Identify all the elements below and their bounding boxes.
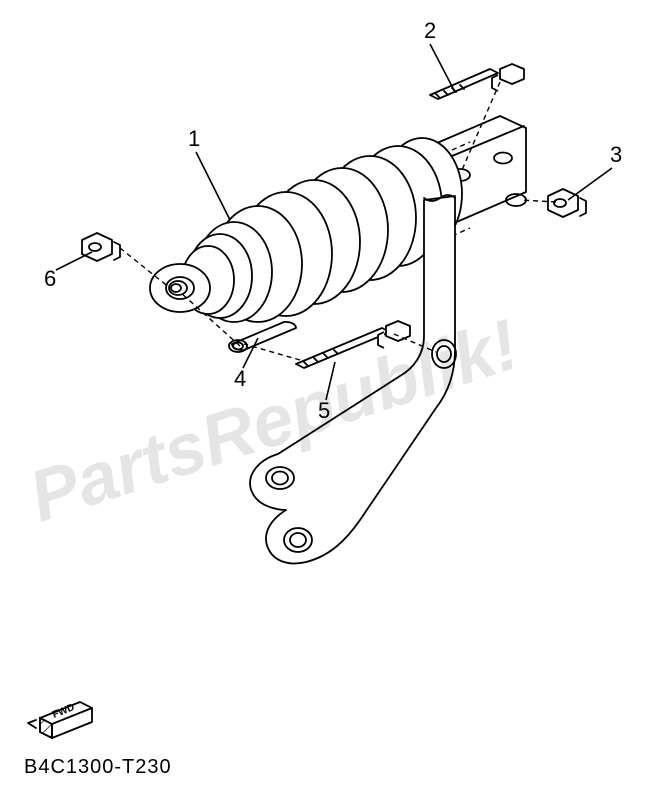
lower-bolt [296, 321, 410, 368]
callout-1: 1 [188, 126, 200, 152]
part-code: B4C1300-T230 [24, 756, 172, 779]
callout-5: 5 [318, 398, 330, 424]
diagram-canvas: FWD 1 2 3 4 5 6 PartsRepublik! B4C1300-T… [0, 0, 648, 800]
nut-left [82, 233, 120, 261]
callout-4: 4 [234, 366, 246, 392]
svg-text:FWD: FWD [51, 702, 76, 721]
callout-2: 2 [424, 18, 436, 44]
fwd-badge: FWD [28, 702, 92, 738]
callout-6: 6 [44, 266, 56, 292]
coil-spring [150, 138, 462, 322]
upper-bolt [430, 64, 524, 99]
callout-3: 3 [610, 142, 622, 168]
nut-right [548, 189, 586, 217]
spacer-collar [229, 322, 296, 352]
